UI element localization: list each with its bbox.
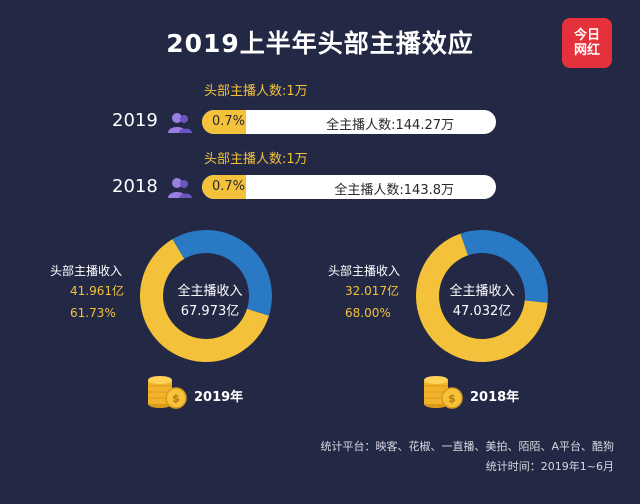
- donut-slice-other-income: [460, 229, 548, 303]
- head-income-value: 41.961亿: [70, 284, 124, 298]
- total-count: 全主播人数:143.8万: [334, 183, 454, 198]
- head-income-pct: 68.00%: [345, 306, 391, 320]
- head-income-label: 头部主播收入: [50, 264, 123, 278]
- head-count-label: 头部主播人数:1万: [204, 152, 308, 167]
- donut-year-label: 2018年: [470, 390, 520, 405]
- head-share-pct: 0.7%: [212, 114, 246, 129]
- donut-year-label: 2019年: [194, 390, 244, 405]
- footer-platforms: 统计平台：映客、花椒、一直播、美拍、陌陌、A平台、酷狗: [320, 440, 614, 453]
- total-count: 全主播人数:144.27万: [326, 118, 454, 133]
- donut-center-label: 全主播收入: [177, 284, 243, 299]
- year-label: 2018: [112, 176, 158, 197]
- head-count-label: 头部主播人数:1万: [204, 84, 308, 99]
- donut-center-value: 67.973亿: [180, 304, 240, 319]
- donut-slice-head-income: [140, 239, 270, 362]
- logo-line-1: 今日: [573, 28, 600, 43]
- head-share-fill: [202, 110, 246, 134]
- donut-slice-other-income: [172, 229, 273, 316]
- head-income-pct: 61.73%: [70, 306, 116, 320]
- people-icon: [168, 178, 192, 198]
- donut-slice-head-income: [416, 233, 548, 362]
- head-income-label: 头部主播收入: [328, 264, 401, 278]
- bar-row-2018: 头部主播人数:1万 2018 0.7% 全主播人数:143.8万: [0, 146, 640, 212]
- head-share-fill: [202, 175, 246, 199]
- footer-period: 统计时间：2019年1~6月: [485, 460, 614, 473]
- coin-stack-icon: $: [424, 376, 463, 409]
- count-bar: 0.7% 全主播人数:143.8万: [202, 175, 496, 199]
- count-bar: 0.7% 全主播人数:144.27万: [202, 110, 496, 134]
- coin-stack-icon: $: [148, 376, 187, 409]
- page-title: 2019上半年头部主播效应: [166, 29, 474, 58]
- year-label: 2019: [112, 110, 158, 131]
- logo-line-2: 网红: [573, 43, 600, 58]
- donut-center-value: 47.032亿: [452, 304, 512, 319]
- brand-logo: 今日 网红: [562, 18, 612, 68]
- donut-center-label: 全主播收入: [449, 284, 515, 299]
- svg-text:$: $: [448, 392, 456, 405]
- people-icon: [168, 113, 192, 133]
- bar-row-2019: 头部主播人数:1万 2019 0.7% 全主播人数:144.27万: [0, 78, 640, 144]
- head-share-pct: 0.7%: [212, 179, 246, 194]
- svg-text:$: $: [172, 392, 180, 405]
- head-income-value: 32.017亿: [345, 284, 399, 298]
